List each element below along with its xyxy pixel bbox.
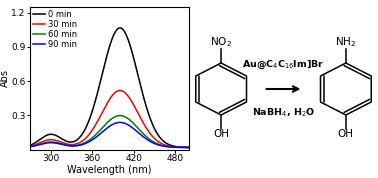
90 min [96,135,100,137]
30 min [184,146,188,148]
30 min [28,145,33,147]
0 min [89,114,93,116]
90 min [46,142,51,144]
Legend: 0 min, 30 min, 60 min, 90 min: 0 min, 30 min, 60 min, 90 min [32,9,78,50]
60 min [184,146,188,148]
60 min [118,114,122,117]
Text: NO$_2$: NO$_2$ [210,35,232,49]
30 min [118,89,122,91]
Text: Au@C$_4$C$_{16}$Im]Br: Au@C$_4$C$_{16}$Im]Br [242,59,325,71]
0 min [46,134,51,136]
0 min [167,143,171,146]
0 min [28,144,33,146]
30 min [96,119,100,122]
30 min [56,140,60,142]
Line: 60 min: 60 min [30,116,189,147]
0 min [184,146,188,148]
60 min [28,145,33,148]
90 min [187,146,191,148]
90 min [118,121,122,124]
90 min [56,142,60,145]
60 min [187,146,191,148]
60 min [96,131,100,134]
Text: OH: OH [213,129,229,139]
90 min [89,140,93,142]
Y-axis label: Abs: Abs [0,69,9,87]
30 min [89,131,93,133]
Line: 0 min: 0 min [30,28,189,147]
X-axis label: Wavelength (nm): Wavelength (nm) [67,165,152,175]
90 min [167,146,171,148]
60 min [167,146,171,148]
30 min [167,145,171,147]
30 min [46,139,51,141]
Line: 30 min: 30 min [30,90,189,147]
Text: OH: OH [338,129,354,139]
Text: NH$_2$: NH$_2$ [335,35,356,49]
90 min [28,146,33,148]
90 min [184,146,188,148]
0 min [118,27,122,29]
Line: 90 min: 90 min [30,122,189,147]
Text: NaBH$_4$, H$_2$O: NaBH$_4$, H$_2$O [252,107,315,119]
30 min [187,146,191,148]
0 min [187,146,191,148]
60 min [56,142,60,144]
0 min [56,135,60,137]
0 min [96,90,100,92]
60 min [89,138,93,140]
60 min [46,141,51,143]
